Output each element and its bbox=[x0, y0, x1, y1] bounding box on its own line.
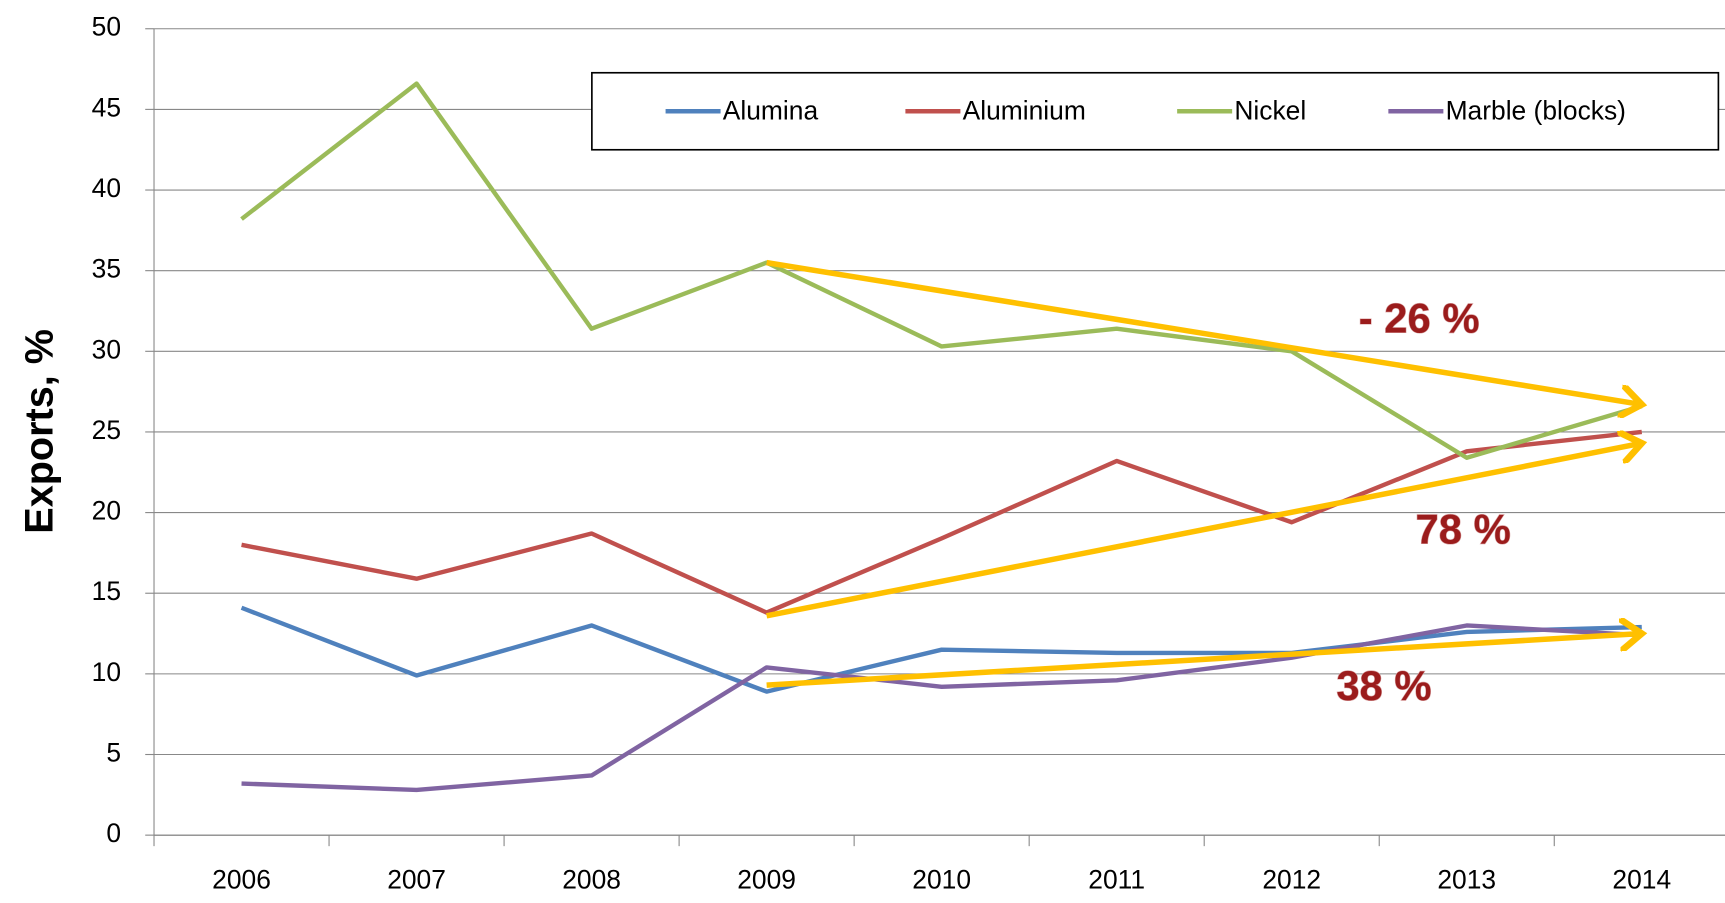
trend-arrow bbox=[766, 259, 1642, 405]
x-tick-label: 2006 bbox=[212, 864, 271, 894]
y-tick-label: 0 bbox=[106, 818, 121, 848]
y-tick-label: 35 bbox=[92, 254, 121, 284]
legend-label: Aluminium bbox=[963, 95, 1086, 125]
trend-arrow bbox=[766, 443, 1642, 619]
x-tick-label: 2008 bbox=[562, 864, 621, 894]
x-tick-label: 2007 bbox=[387, 864, 446, 894]
x-tick-label: 2010 bbox=[912, 864, 971, 894]
trend-label: 78 % bbox=[1416, 506, 1511, 553]
y-tick-label: 5 bbox=[106, 737, 121, 767]
trend-arrow bbox=[766, 634, 1642, 688]
trend-label: 38 % bbox=[1336, 662, 1431, 709]
x-tick-label: 2012 bbox=[1262, 864, 1321, 894]
x-tick-label: 2009 bbox=[737, 864, 796, 894]
y-axis-label: Exports, % bbox=[17, 329, 61, 534]
y-tick-label: 25 bbox=[92, 415, 121, 445]
x-tick-label: 2014 bbox=[1612, 864, 1671, 894]
y-tick-label: 15 bbox=[92, 576, 121, 606]
y-tick-label: 50 bbox=[92, 12, 121, 42]
line-series bbox=[241, 429, 1643, 615]
y-tick-label: 30 bbox=[92, 334, 121, 364]
legend-label: Alumina bbox=[723, 95, 819, 125]
legend-label: Nickel bbox=[1234, 95, 1306, 125]
line-series bbox=[241, 623, 1642, 793]
legend-box bbox=[591, 71, 1720, 151]
trend-label: - 26 % bbox=[1359, 294, 1480, 341]
y-tick-label: 40 bbox=[92, 173, 121, 203]
line-series bbox=[240, 605, 1642, 694]
x-tick-label: 2013 bbox=[1437, 864, 1496, 894]
legend-label: Marble (blocks) bbox=[1446, 95, 1626, 125]
y-tick-label: 45 bbox=[92, 92, 121, 122]
x-tick-label: 2011 bbox=[1088, 864, 1145, 894]
y-tick-label: 10 bbox=[92, 657, 121, 687]
y-tick-label: 20 bbox=[92, 496, 121, 526]
line-series bbox=[240, 81, 1643, 460]
